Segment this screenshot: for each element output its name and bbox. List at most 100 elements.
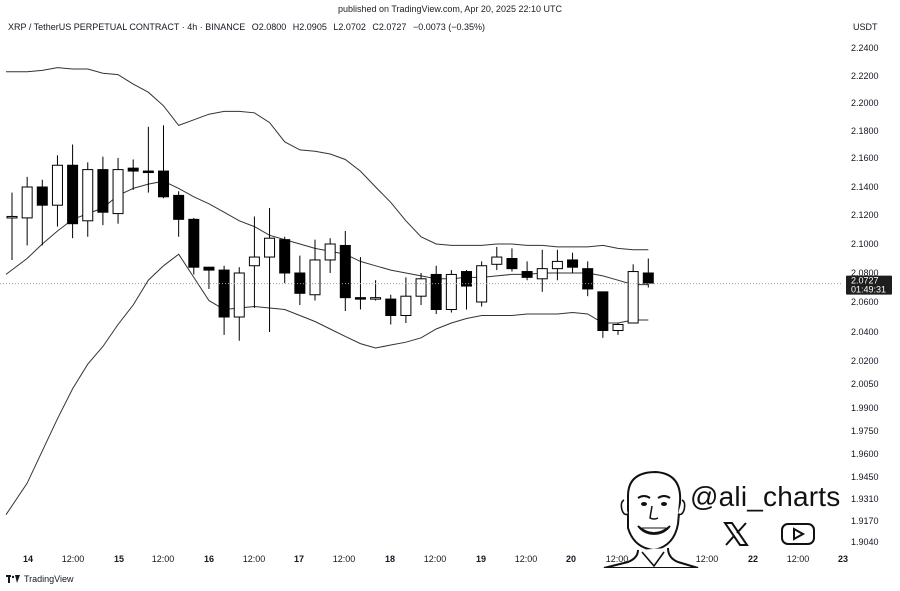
candle-body — [461, 271, 472, 287]
ohlc-open: O2.0800 — [251, 22, 287, 32]
ohlc-high: H2.0905 — [292, 22, 327, 32]
watermark-handle: @ali_charts — [690, 481, 841, 512]
candle-body — [309, 259, 321, 296]
x-tick-label: 20 — [566, 554, 576, 564]
price-tag-countdown: 01:49:31 — [851, 285, 886, 295]
x-tick-label: 12:00 — [243, 554, 266, 564]
candle-body — [627, 271, 639, 324]
currency-label: USDT — [853, 22, 878, 32]
y-tick-label: 2.1400 — [851, 182, 879, 192]
y-tick-label: 2.1200 — [851, 210, 879, 220]
x-tick-label: 12:00 — [424, 554, 447, 564]
price-axis[interactable]: 2.2400 2.2200 2.2000 2.1800 2.1600 2.1400 2.12… — [851, 43, 879, 547]
candle-body — [36, 186, 48, 206]
y-tick-label: 1.9310 — [851, 494, 879, 504]
y-tick-label: 2.1600 — [851, 153, 879, 163]
y-tick-label: 2.1000 — [851, 239, 879, 249]
symbol-name: XRP / TetherUS PERPETUAL CONTRACT · 4h ·… — [8, 22, 246, 32]
candle-body — [218, 269, 230, 318]
symbol-legend: XRP / TetherUS PERPETUAL CONTRACT · 4h ·… — [8, 22, 489, 32]
time-axis[interactable]: 14 12:00 15 12:00 16 12:00 17 12:00 18 12:00 19 12:… — [23, 554, 848, 564]
tradingview-label: TradingView — [24, 574, 74, 584]
youtube-icon — [780, 520, 816, 553]
candle-body — [597, 291, 609, 332]
y-tick-label: 1.9450 — [851, 472, 879, 482]
x-tick-label: 12:00 — [696, 554, 719, 564]
y-tick-label: 1.9900 — [851, 403, 879, 413]
candle-body — [82, 169, 94, 222]
y-tick-label: 1.9040 — [851, 537, 879, 547]
candle-body — [521, 271, 533, 278]
x-tick-label: 14 — [23, 554, 33, 564]
candle-body — [536, 268, 548, 280]
x-tick-label: 22 — [748, 554, 758, 564]
candle-body — [6, 215, 18, 219]
x-tick-label: 17 — [294, 554, 304, 564]
price-tag-box — [846, 275, 892, 295]
candle-body — [158, 170, 169, 198]
candle-body — [339, 244, 351, 299]
candle-body — [430, 273, 442, 311]
candle-body — [551, 260, 563, 270]
y-tick-label: 2.2400 — [851, 43, 879, 53]
x-logo-icon — [722, 520, 750, 553]
x-tick-label: 12:00 — [515, 554, 538, 564]
candle-body — [188, 218, 200, 268]
y-tick-label: 2.0800 — [851, 268, 879, 278]
band-lower-line — [5, 253, 649, 515]
candle-body — [370, 297, 382, 300]
candle-body — [385, 298, 397, 317]
candle-body — [248, 256, 260, 267]
candle-body — [67, 164, 79, 225]
candle-body — [324, 243, 336, 261]
candle-body — [445, 273, 457, 311]
y-tick-label: 2.1800 — [851, 126, 879, 136]
tradingview-brand[interactable]: TradingView — [6, 574, 74, 584]
ohlc-low: L2.0702 — [333, 22, 366, 32]
candle-body — [642, 272, 654, 284]
price-tag-value: 2.0727 — [851, 276, 879, 286]
candle-body — [142, 170, 154, 174]
x-tick-label: 12:00 — [333, 554, 356, 564]
candle-body — [21, 186, 33, 219]
candle-body — [506, 258, 518, 270]
candle-body — [415, 278, 427, 297]
candle-body — [567, 259, 579, 268]
candle-body — [112, 169, 124, 215]
y-tick-label: 2.2000 — [851, 98, 879, 108]
candle-body — [233, 272, 245, 318]
y-tick-label: 2.0200 — [851, 356, 879, 366]
y-tick-label: 2.0600 — [851, 297, 879, 307]
y-tick-label: 1.9750 — [851, 426, 879, 436]
x-tick-label: 19 — [476, 554, 486, 564]
candle-body — [203, 266, 215, 271]
avatar — [598, 466, 702, 569]
y-tick-label: 1.9600 — [851, 449, 879, 459]
candle-body — [612, 324, 624, 331]
y-tick-label: 2.0050 — [851, 379, 879, 389]
y-tick-label: 2.2200 — [851, 71, 879, 81]
x-tick-label: 12:00 — [606, 554, 629, 564]
price-change: −0.0073 (−0.35%) — [412, 22, 486, 32]
candle-body — [264, 237, 276, 258]
candle-body — [173, 194, 185, 220]
y-tick-label: 2.0400 — [851, 327, 879, 337]
candle-body — [51, 164, 63, 206]
x-tick-label: 12:00 — [787, 554, 810, 564]
candle-body — [127, 167, 139, 172]
x-tick-label: 12:00 — [62, 554, 85, 564]
y-tick-label: 1.9170 — [851, 516, 879, 526]
candle-body — [476, 265, 488, 303]
bollinger-bands — [5, 67, 649, 515]
candle-body — [582, 268, 594, 290]
candle-body — [279, 239, 291, 274]
ohlc-close: C2.0727 — [372, 22, 407, 32]
x-tick-label: 23 — [838, 554, 848, 564]
candle-body — [400, 295, 412, 317]
candle-body — [491, 256, 503, 265]
social-icons — [722, 520, 816, 553]
x-tick-label: 15 — [114, 554, 124, 564]
candle-body — [97, 169, 109, 213]
